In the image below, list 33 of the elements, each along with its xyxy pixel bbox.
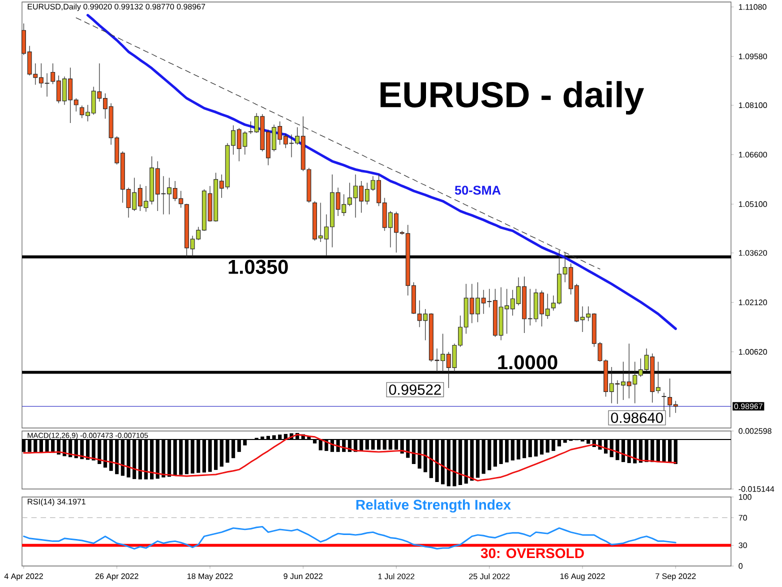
y-tick-label: 70 [738, 514, 747, 521]
x-tick-label: 4 Apr 2022 [4, 573, 43, 581]
chart-subtitle: RSI(14) 34.1971 [28, 498, 86, 506]
ref-line-label: 0.98967 [734, 404, 762, 410]
y-tick-label: 1.00620 [738, 349, 767, 355]
y-tick-label: 1.09580 [738, 54, 767, 60]
x-tick-label: 25 Jul 2022 [469, 573, 510, 580]
x-tick-label: 7 Sep 2022 [656, 573, 696, 581]
annotation: 0.98640 [611, 412, 663, 423]
ref-line-label: 1.0000 [498, 355, 558, 370]
x-tick-label: 1 Jul 2022 [378, 573, 414, 580]
y-tick-label: 1.02120 [738, 300, 767, 306]
y-tick-label: 1.11080 [738, 4, 766, 10]
y-tick-label: -0.015144 [738, 486, 774, 492]
y-tick-label: 1.05100 [738, 201, 767, 207]
y-tick-label: 0 [738, 563, 743, 569]
ref-line-label: 30: OVERSOLD [480, 548, 584, 558]
text: EURUSD - daily [380, 81, 644, 115]
y-tick-label: 30 [738, 542, 747, 548]
x-tick-label: 9 Jun 2022 [284, 573, 323, 580]
y-tick-label: 100 [738, 494, 752, 500]
ref-line-label: 1.0350 [228, 260, 288, 274]
series-label: 50-SMA [454, 186, 501, 195]
y-tick-label: 1.08100 [738, 102, 767, 108]
chart-title: Relative Strength Index [356, 499, 511, 513]
y-tick-label: 1.06600 [738, 152, 767, 158]
x-tick-label: 26 Apr 2022 [95, 573, 138, 581]
annotation: 0.99522 [389, 384, 441, 395]
x-tick-label: 16 Aug 2022 [560, 573, 605, 581]
y-tick-label: 1.03620 [738, 250, 767, 256]
chart-subtitle: EURUSD,Daily 0.99020 0.99132 0.98770 0.98967 [28, 4, 206, 12]
x-tick-label: 18 May 2022 [187, 573, 233, 581]
y-tick-label: 0.002598 [738, 428, 772, 434]
